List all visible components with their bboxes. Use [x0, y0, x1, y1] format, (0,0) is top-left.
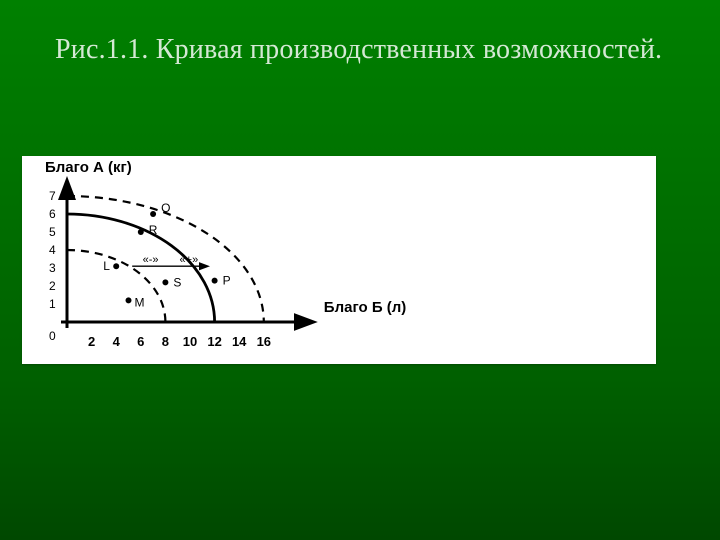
svg-text:1: 1 [49, 297, 56, 311]
slide: Рис.1.1. Кривая производственных возможн… [0, 0, 720, 540]
svg-text:2: 2 [88, 334, 95, 349]
svg-text:16: 16 [257, 334, 271, 349]
svg-text:Благо Б (л): Благо Б (л) [324, 299, 407, 316]
svg-text:4: 4 [113, 334, 121, 349]
svg-text:Благо А (кг): Благо А (кг) [45, 159, 132, 176]
svg-text:L: L [103, 259, 110, 273]
svg-text:8: 8 [162, 334, 169, 349]
svg-text:6: 6 [49, 207, 56, 221]
svg-text:«-»: «-» [143, 254, 159, 266]
svg-text:«+»: «+» [180, 254, 199, 266]
svg-text:2: 2 [49, 279, 56, 293]
svg-text:M: M [135, 295, 145, 309]
ppf-chart: Благо А (кг)12345672468101214160Благо Б … [22, 156, 656, 364]
svg-text:14: 14 [232, 334, 247, 349]
svg-text:4: 4 [49, 243, 56, 257]
svg-text:10: 10 [183, 334, 197, 349]
svg-text:3: 3 [49, 261, 56, 275]
svg-text:O: O [161, 201, 170, 215]
svg-text:0: 0 [49, 329, 56, 343]
svg-text:S: S [173, 275, 181, 289]
svg-text:12: 12 [207, 334, 221, 349]
svg-text:R: R [149, 223, 158, 237]
svg-text:6: 6 [137, 334, 144, 349]
svg-text:7: 7 [49, 189, 56, 203]
svg-text:5: 5 [49, 225, 56, 239]
svg-text:P: P [223, 274, 231, 288]
chart-container: Благо А (кг)12345672468101214160Благо Б … [22, 156, 656, 364]
slide-title: Рис.1.1. Кривая производственных возможн… [55, 34, 662, 66]
